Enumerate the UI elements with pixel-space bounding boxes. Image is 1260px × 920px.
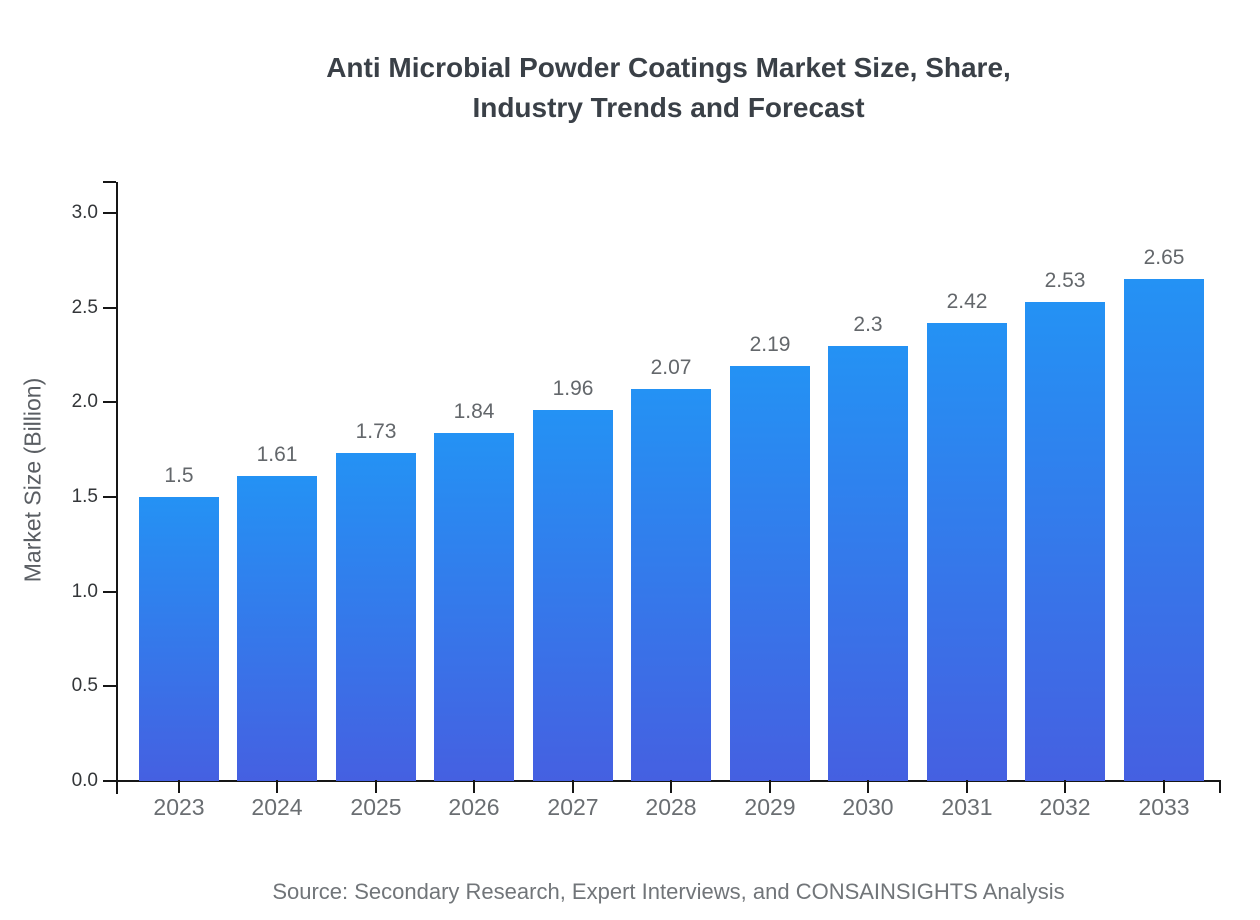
bar xyxy=(631,389,711,781)
bar xyxy=(533,410,613,781)
x-tick-label: 2024 xyxy=(251,794,303,820)
bar xyxy=(237,476,317,781)
y-tick xyxy=(103,780,116,782)
y-tick-label: 3.0 xyxy=(71,202,98,223)
x-tick-label: 2031 xyxy=(941,794,993,820)
x-tick xyxy=(867,780,869,793)
y-tick xyxy=(103,401,116,403)
bar xyxy=(336,453,416,781)
bar-value-label: 1.84 xyxy=(453,400,495,423)
bar xyxy=(927,323,1007,781)
bar xyxy=(1124,279,1204,781)
y-tick-label: 0.5 xyxy=(71,675,98,696)
bar xyxy=(828,346,908,781)
y-axis-end-tick xyxy=(103,181,116,183)
bar xyxy=(1025,302,1105,781)
x-tick xyxy=(572,780,574,793)
y-tick xyxy=(103,685,116,687)
x-tick xyxy=(375,780,377,793)
y-tick xyxy=(103,591,116,593)
x-tick xyxy=(670,780,672,793)
x-tick xyxy=(1064,780,1066,793)
x-tick-label: 2030 xyxy=(842,794,894,820)
bar-value-label: 1.96 xyxy=(552,377,594,400)
x-tick xyxy=(178,780,180,793)
y-tick-label: 1.5 xyxy=(71,486,98,507)
x-tick-label: 2028 xyxy=(645,794,697,820)
bar-value-label: 1.5 xyxy=(164,464,194,487)
y-tick xyxy=(103,496,116,498)
bar xyxy=(730,366,810,781)
chart-title: Anti Microbial Powder Coatings Market Si… xyxy=(117,48,1220,128)
y-tick-label: 2.5 xyxy=(71,297,98,318)
y-tick xyxy=(103,212,116,214)
y-axis-line xyxy=(116,182,118,794)
bar-value-label: 1.61 xyxy=(256,443,298,466)
x-tick xyxy=(769,780,771,793)
bar-value-label: 2.42 xyxy=(946,290,988,313)
source-note: Source: Secondary Research, Expert Inter… xyxy=(272,879,1065,904)
x-tick xyxy=(1163,780,1165,793)
bar-value-label: 2.19 xyxy=(749,333,791,356)
x-axis-line xyxy=(116,780,1221,782)
x-tick-label: 2026 xyxy=(448,794,500,820)
y-tick-label: 0.0 xyxy=(71,770,98,791)
x-tick xyxy=(276,780,278,793)
x-tick-label: 2027 xyxy=(547,794,599,820)
x-tick-label: 2025 xyxy=(350,794,402,820)
x-tick-label: 2032 xyxy=(1039,794,1091,820)
x-tick xyxy=(473,780,475,793)
bar xyxy=(139,497,219,781)
chart-title-line-2: Industry Trends and Forecast xyxy=(472,92,865,123)
bar xyxy=(434,433,514,781)
bar-value-label: 1.73 xyxy=(355,420,397,443)
y-tick-label: 2.0 xyxy=(71,391,98,412)
bar-value-label: 2.3 xyxy=(853,313,883,336)
x-tick-label: 2023 xyxy=(153,794,205,820)
y-tick-label: 1.0 xyxy=(71,581,98,602)
x-tick-label: 2029 xyxy=(744,794,796,820)
bar-value-label: 2.53 xyxy=(1044,269,1086,292)
chart-title-line-1: Anti Microbial Powder Coatings Market Si… xyxy=(326,52,1011,83)
x-tick xyxy=(966,780,968,793)
bar-value-label: 2.65 xyxy=(1143,246,1185,269)
x-tick-label: 2033 xyxy=(1138,794,1190,820)
x-axis-end-tick xyxy=(1219,780,1221,793)
bar-value-label: 2.07 xyxy=(650,356,692,379)
y-tick xyxy=(103,307,116,309)
